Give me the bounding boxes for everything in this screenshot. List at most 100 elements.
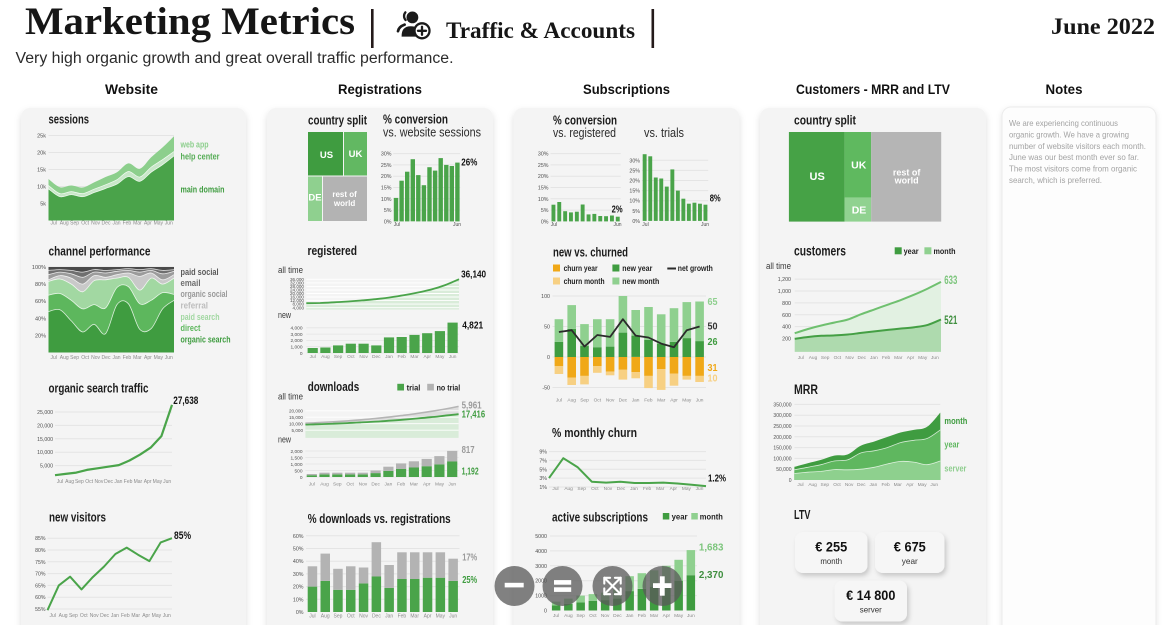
- svg-text:Feb: Feb: [397, 482, 406, 488]
- svg-text:Mar: Mar: [133, 355, 142, 361]
- svg-text:month: month: [700, 512, 723, 522]
- svg-text:Nov: Nov: [359, 614, 368, 620]
- svg-text:month: month: [934, 246, 956, 256]
- svg-text:vs. website sessions: vs. website sessions: [383, 126, 481, 140]
- svg-text:20%: 20%: [381, 174, 392, 180]
- svg-text:5,000: 5,000: [40, 464, 53, 470]
- svg-text:number of website visitors eac: number of website visitors each month.: [1009, 141, 1146, 151]
- svg-text:Nov: Nov: [601, 613, 610, 619]
- svg-text:20,000: 20,000: [289, 408, 303, 413]
- svg-text:1,192: 1,192: [462, 467, 479, 478]
- svg-text:Mar: Mar: [410, 482, 419, 488]
- svg-text:Oct: Oct: [80, 613, 88, 619]
- svg-text:0%: 0%: [632, 219, 640, 225]
- svg-text:15%: 15%: [629, 189, 640, 195]
- svg-text:8,000: 8,000: [293, 302, 305, 307]
- svg-text:Dec: Dec: [372, 614, 381, 620]
- svg-text:Oct: Oct: [346, 482, 354, 488]
- svg-text:Subscriptions: Subscriptions: [583, 82, 670, 97]
- svg-text:10%: 10%: [293, 597, 304, 603]
- svg-text:Aug: Aug: [564, 613, 573, 619]
- svg-text:400: 400: [782, 325, 791, 331]
- svg-text:5000: 5000: [535, 534, 547, 540]
- svg-text:0: 0: [300, 475, 303, 481]
- svg-text:0%: 0%: [384, 219, 392, 225]
- svg-text:direct: direct: [181, 323, 201, 333]
- svg-text:Jul: Jul: [50, 355, 56, 361]
- svg-text:0%: 0%: [296, 610, 304, 616]
- svg-text:Dec: Dec: [102, 221, 111, 227]
- svg-text:server: server: [860, 605, 882, 615]
- svg-text:Oct: Oct: [833, 482, 841, 488]
- svg-text:2,000: 2,000: [290, 338, 302, 344]
- svg-text:Jul: Jul: [50, 221, 56, 227]
- svg-text:no trial: no trial: [437, 384, 461, 393]
- svg-text:Jun: Jun: [448, 482, 456, 488]
- svg-text:28,000: 28,000: [290, 284, 304, 289]
- svg-text:Mar: Mar: [656, 486, 665, 492]
- svg-text:5%: 5%: [632, 209, 640, 215]
- svg-text:Jun: Jun: [687, 613, 695, 619]
- svg-text:Jan: Jan: [112, 355, 120, 361]
- svg-text:Jun: Jun: [449, 354, 457, 360]
- svg-text:633: 633: [944, 273, 957, 287]
- svg-text:30%: 30%: [381, 152, 392, 158]
- svg-text:Registrations: Registrations: [338, 82, 422, 97]
- svg-text:25k: 25k: [37, 134, 46, 140]
- svg-text:Nov: Nov: [606, 397, 615, 403]
- svg-text:Nov: Nov: [90, 613, 99, 619]
- svg-text:vs. registered: vs. registered: [553, 126, 616, 140]
- svg-text:30%: 30%: [538, 152, 549, 158]
- svg-text:1%: 1%: [539, 485, 547, 491]
- svg-text:55%: 55%: [35, 607, 46, 613]
- svg-text:Jan: Jan: [870, 355, 878, 361]
- svg-text:Nov: Nov: [845, 355, 854, 361]
- svg-text:world: world: [894, 176, 919, 186]
- svg-text:€ 14 800: € 14 800: [846, 587, 895, 603]
- svg-text:5k: 5k: [40, 202, 46, 208]
- svg-text:Feb: Feb: [638, 613, 647, 619]
- svg-text:7%: 7%: [539, 458, 547, 464]
- svg-text:817: 817: [462, 445, 475, 456]
- svg-text:Apr: Apr: [663, 613, 671, 619]
- svg-text:Sep: Sep: [821, 355, 830, 361]
- svg-text:200: 200: [782, 337, 791, 343]
- svg-text:€ 675: € 675: [894, 539, 926, 555]
- svg-text:Apr: Apr: [906, 482, 914, 488]
- svg-text:1,500: 1,500: [290, 455, 302, 461]
- svg-text:Jun: Jun: [701, 222, 709, 228]
- svg-text:UK: UK: [851, 160, 867, 172]
- svg-text:Mar: Mar: [131, 613, 140, 619]
- svg-text:Nov: Nov: [359, 354, 368, 360]
- svg-text:Jun: Jun: [613, 222, 621, 228]
- svg-text:Aug: Aug: [321, 614, 330, 620]
- svg-text:new: new: [278, 310, 291, 320]
- svg-text:new month: new month: [622, 277, 659, 286]
- svg-text:Aug: Aug: [321, 354, 330, 360]
- svg-text:100: 100: [541, 294, 550, 300]
- svg-text:1,000: 1,000: [290, 345, 302, 351]
- svg-text:% downloads vs. registrations: % downloads vs. registrations: [308, 511, 451, 526]
- svg-text:100%: 100%: [32, 265, 46, 271]
- svg-text:Jul: Jul: [552, 486, 558, 492]
- svg-text:17,416: 17,416: [462, 410, 486, 421]
- svg-text:Aug: Aug: [65, 479, 74, 485]
- svg-text:Dec: Dec: [371, 482, 380, 488]
- svg-text:Jul: Jul: [57, 479, 63, 485]
- svg-text:Dec: Dec: [858, 355, 867, 361]
- svg-text:Feb: Feb: [121, 613, 130, 619]
- svg-text:Dec: Dec: [619, 397, 628, 403]
- svg-text:Oct: Oct: [347, 614, 355, 620]
- svg-text:85%: 85%: [35, 536, 46, 542]
- svg-text:Sep: Sep: [333, 482, 342, 488]
- svg-text:50,000: 50,000: [776, 467, 792, 473]
- svg-text:Dec: Dec: [102, 355, 111, 361]
- svg-text:10%: 10%: [629, 199, 640, 205]
- svg-text:Aug: Aug: [808, 482, 817, 488]
- svg-text:US: US: [320, 150, 333, 161]
- svg-text:Dec: Dec: [857, 482, 866, 488]
- svg-text:Sep: Sep: [69, 613, 78, 619]
- svg-text:32,000: 32,000: [290, 281, 304, 286]
- svg-text:Sep: Sep: [580, 397, 589, 403]
- svg-text:1,683: 1,683: [699, 542, 724, 554]
